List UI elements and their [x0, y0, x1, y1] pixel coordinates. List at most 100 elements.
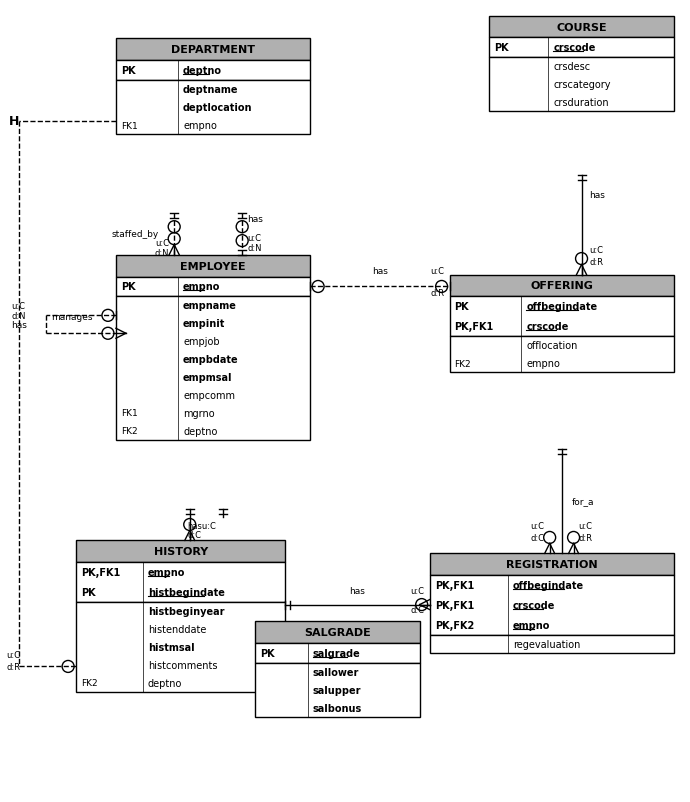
Bar: [116, 277, 310, 297]
Text: PK: PK: [495, 43, 509, 54]
Text: OFFERING: OFFERING: [530, 282, 593, 291]
Bar: [255, 622, 420, 643]
Text: d:N: d:N: [247, 244, 262, 253]
Text: crscode: crscode: [513, 601, 555, 610]
Text: crsdesc: crsdesc: [553, 63, 591, 72]
Text: deptlocation: deptlocation: [183, 103, 253, 113]
Text: PK,FK1: PK,FK1: [81, 568, 120, 577]
Text: d:N: d:N: [11, 311, 26, 321]
Text: staffed_by: staffed_by: [112, 230, 159, 239]
Text: HISTORY: HISTORY: [154, 547, 208, 557]
Text: histcomments: histcomments: [148, 660, 217, 670]
Text: crscode: crscode: [526, 322, 569, 332]
Text: PK: PK: [260, 648, 275, 658]
Text: FK1: FK1: [121, 409, 138, 418]
Text: deptno: deptno: [183, 427, 217, 436]
Text: EMPLOYEE: EMPLOYEE: [180, 261, 246, 271]
Text: has: has: [247, 215, 263, 224]
Text: FK1: FK1: [121, 121, 138, 131]
Text: d:R: d:R: [578, 533, 593, 542]
Bar: [430, 635, 673, 653]
Bar: [255, 663, 420, 717]
Bar: [450, 297, 673, 337]
Text: empjob: empjob: [183, 337, 219, 346]
Text: empname: empname: [183, 301, 237, 311]
Text: offbegindate: offbegindate: [526, 302, 598, 312]
Text: PK,FK1: PK,FK1: [455, 322, 494, 332]
Text: empcomm: empcomm: [183, 391, 235, 400]
Text: DEPARTMENT: DEPARTMENT: [171, 46, 255, 55]
Text: manages: manages: [51, 313, 92, 322]
Text: u:C: u:C: [6, 650, 21, 659]
Text: d:C: d:C: [188, 531, 201, 540]
Text: SALGRADE: SALGRADE: [304, 627, 371, 638]
Text: u:C: u:C: [531, 521, 544, 530]
Text: PK: PK: [81, 588, 96, 597]
Bar: [430, 553, 673, 576]
Text: has: has: [589, 191, 605, 200]
Text: PK,FK1: PK,FK1: [435, 581, 474, 590]
Text: PK: PK: [121, 282, 135, 292]
Bar: [116, 39, 310, 61]
Text: d:R: d:R: [6, 662, 21, 671]
Bar: [76, 541, 285, 563]
Text: d:R: d:R: [431, 289, 444, 298]
Text: offbegindate: offbegindate: [513, 581, 584, 590]
Text: histmsal: histmsal: [148, 642, 195, 652]
Text: empmsal: empmsal: [183, 373, 233, 383]
Text: salgrade: salgrade: [313, 648, 361, 658]
Text: REGISTRATION: REGISTRATION: [506, 560, 598, 569]
Bar: [489, 59, 673, 112]
Text: empno: empno: [148, 568, 186, 577]
Text: mgrno: mgrno: [183, 408, 215, 419]
Text: empno: empno: [526, 358, 560, 369]
Text: salupper: salupper: [313, 685, 362, 695]
Text: FK2: FK2: [81, 678, 98, 687]
Text: u:C: u:C: [11, 302, 26, 310]
Text: u:C: u:C: [431, 266, 444, 275]
Text: histenddate: histenddate: [148, 624, 206, 634]
Text: deptno: deptno: [183, 67, 222, 76]
Text: has: has: [350, 586, 366, 595]
Text: has: has: [11, 321, 27, 330]
Bar: [489, 38, 673, 59]
Bar: [116, 255, 310, 277]
Text: salbonus: salbonus: [313, 703, 362, 713]
Text: PK,FK1: PK,FK1: [435, 601, 474, 610]
Text: PK: PK: [121, 67, 135, 76]
Bar: [116, 81, 310, 135]
Bar: [116, 297, 310, 440]
Bar: [76, 602, 285, 692]
Text: deptname: deptname: [183, 85, 239, 95]
Text: histbegindate: histbegindate: [148, 588, 225, 597]
Bar: [116, 61, 310, 81]
Text: u:C: u:C: [411, 586, 424, 595]
Bar: [430, 576, 673, 635]
Text: u:C: u:C: [247, 234, 261, 243]
Text: has: has: [372, 266, 388, 275]
Text: d:N: d:N: [155, 249, 169, 257]
Bar: [255, 643, 420, 663]
Bar: [450, 337, 673, 373]
Text: PK: PK: [455, 302, 469, 312]
Text: COURSE: COURSE: [556, 22, 607, 32]
Text: sallower: sallower: [313, 667, 359, 677]
Text: u:C: u:C: [589, 245, 604, 255]
Text: regevaluation: regevaluation: [513, 639, 580, 649]
Text: for_a: for_a: [571, 497, 594, 506]
Text: crscategory: crscategory: [553, 80, 611, 90]
Bar: [76, 563, 285, 602]
Text: d:C: d:C: [411, 605, 424, 614]
Text: empno: empno: [513, 620, 550, 630]
Text: hasu:C: hasu:C: [188, 520, 217, 530]
Text: d:C: d:C: [531, 533, 544, 542]
Text: histbeginyear: histbeginyear: [148, 606, 224, 617]
Text: offlocation: offlocation: [526, 341, 578, 350]
Text: empno: empno: [183, 121, 217, 131]
Text: empbdate: empbdate: [183, 354, 239, 365]
Text: crscode: crscode: [553, 43, 595, 54]
Text: FK2: FK2: [455, 359, 471, 368]
Text: deptno: deptno: [148, 678, 182, 688]
Text: empinit: empinit: [183, 319, 226, 329]
Bar: [450, 275, 673, 297]
